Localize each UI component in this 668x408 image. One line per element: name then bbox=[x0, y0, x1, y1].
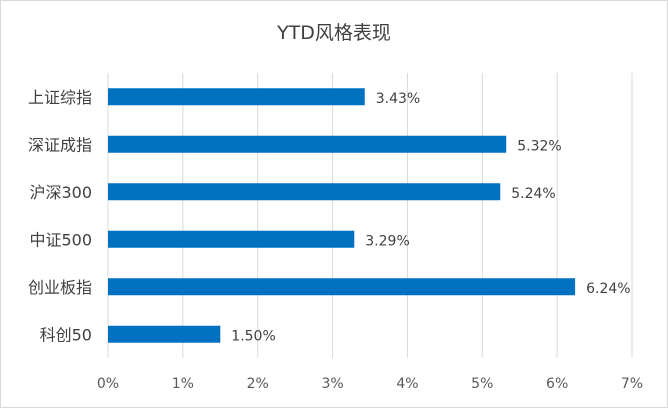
data-label-3: 3.29% bbox=[365, 233, 409, 249]
grid-lines bbox=[107, 73, 633, 358]
category-label-1: 深证成指 bbox=[28, 135, 92, 154]
x-tick-label-3: 3% bbox=[321, 376, 343, 392]
data-labels: 3.43% 5.32% 5.24% 3.29% 6.24% 1.50% bbox=[231, 91, 630, 345]
category-label-5: 科创50 bbox=[40, 325, 92, 344]
data-label-5: 1.50% bbox=[231, 328, 275, 344]
category-label-2: 沪深300 bbox=[29, 183, 92, 202]
x-tick-label-2: 2% bbox=[247, 376, 269, 392]
data-label-1: 5.32% bbox=[517, 138, 561, 154]
chart-title: YTD风格表现 bbox=[277, 22, 391, 44]
x-tick-label-6: 6% bbox=[546, 376, 568, 392]
bars bbox=[108, 88, 576, 343]
bar-2 bbox=[108, 183, 501, 201]
bar-4 bbox=[108, 278, 576, 296]
bar-1 bbox=[108, 135, 507, 153]
bar-3 bbox=[108, 230, 355, 248]
x-tick-label-5: 5% bbox=[471, 376, 493, 392]
bar-0 bbox=[108, 88, 365, 106]
category-label-4: 创业板指 bbox=[28, 278, 92, 297]
bar-5 bbox=[108, 325, 221, 343]
x-axis-tick-labels: 0% 1% 2% 3% 4% 5% 6% 7% bbox=[97, 376, 643, 392]
data-label-2: 5.24% bbox=[511, 186, 555, 202]
category-label-0: 上证综指 bbox=[28, 88, 92, 107]
x-tick-label-0: 0% bbox=[97, 376, 119, 392]
data-label-4: 6.24% bbox=[586, 281, 630, 297]
category-label-3: 中证500 bbox=[29, 230, 92, 249]
x-tick-label-7: 7% bbox=[621, 376, 643, 392]
data-label-0: 3.43% bbox=[376, 91, 420, 107]
x-tick-label-4: 4% bbox=[396, 376, 418, 392]
x-tick-label-1: 1% bbox=[172, 376, 194, 392]
